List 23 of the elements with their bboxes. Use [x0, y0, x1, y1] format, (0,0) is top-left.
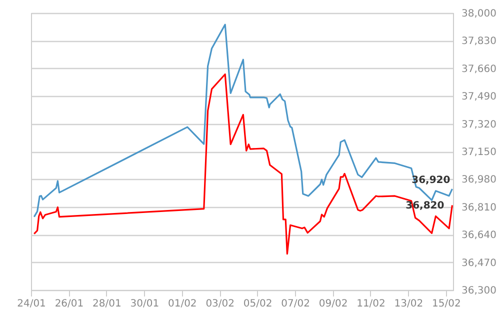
x-tick-label: 05/02: [243, 298, 272, 310]
y-tick-label: 37,320: [462, 119, 496, 130]
y-tick-label: 37,150: [462, 147, 496, 158]
y-tick-label: 37,830: [462, 36, 496, 48]
y-tick-label: 38,000: [462, 8, 496, 20]
x-tick-label: 26/01: [54, 298, 84, 310]
y-tick-label: 36,470: [462, 258, 496, 269]
x-tick-label: 24/01: [17, 298, 46, 310]
y-tick-label: 36,810: [462, 202, 496, 214]
x-tick-label: 13/02: [394, 298, 424, 310]
x-tick-label: 11/02: [356, 298, 386, 310]
y-tick-label: 36,300: [462, 286, 496, 296]
x-tick-label: 03/02: [206, 298, 235, 310]
x-tick-label: 15/02: [432, 298, 461, 310]
x-tick-label: 28/01: [92, 298, 122, 310]
y-tick-label: 36,980: [462, 174, 496, 186]
y-tick-label: 37,660: [462, 64, 496, 75]
y-tick-label: 36,640: [462, 230, 496, 242]
x-tick-label: 07/02: [281, 298, 310, 310]
x-tick-label: 30/01: [130, 298, 160, 310]
x-tick-label: 09/02: [318, 298, 348, 310]
x-tick-label: 01/02: [168, 298, 197, 310]
y-tick-label: 37,490: [462, 92, 496, 103]
